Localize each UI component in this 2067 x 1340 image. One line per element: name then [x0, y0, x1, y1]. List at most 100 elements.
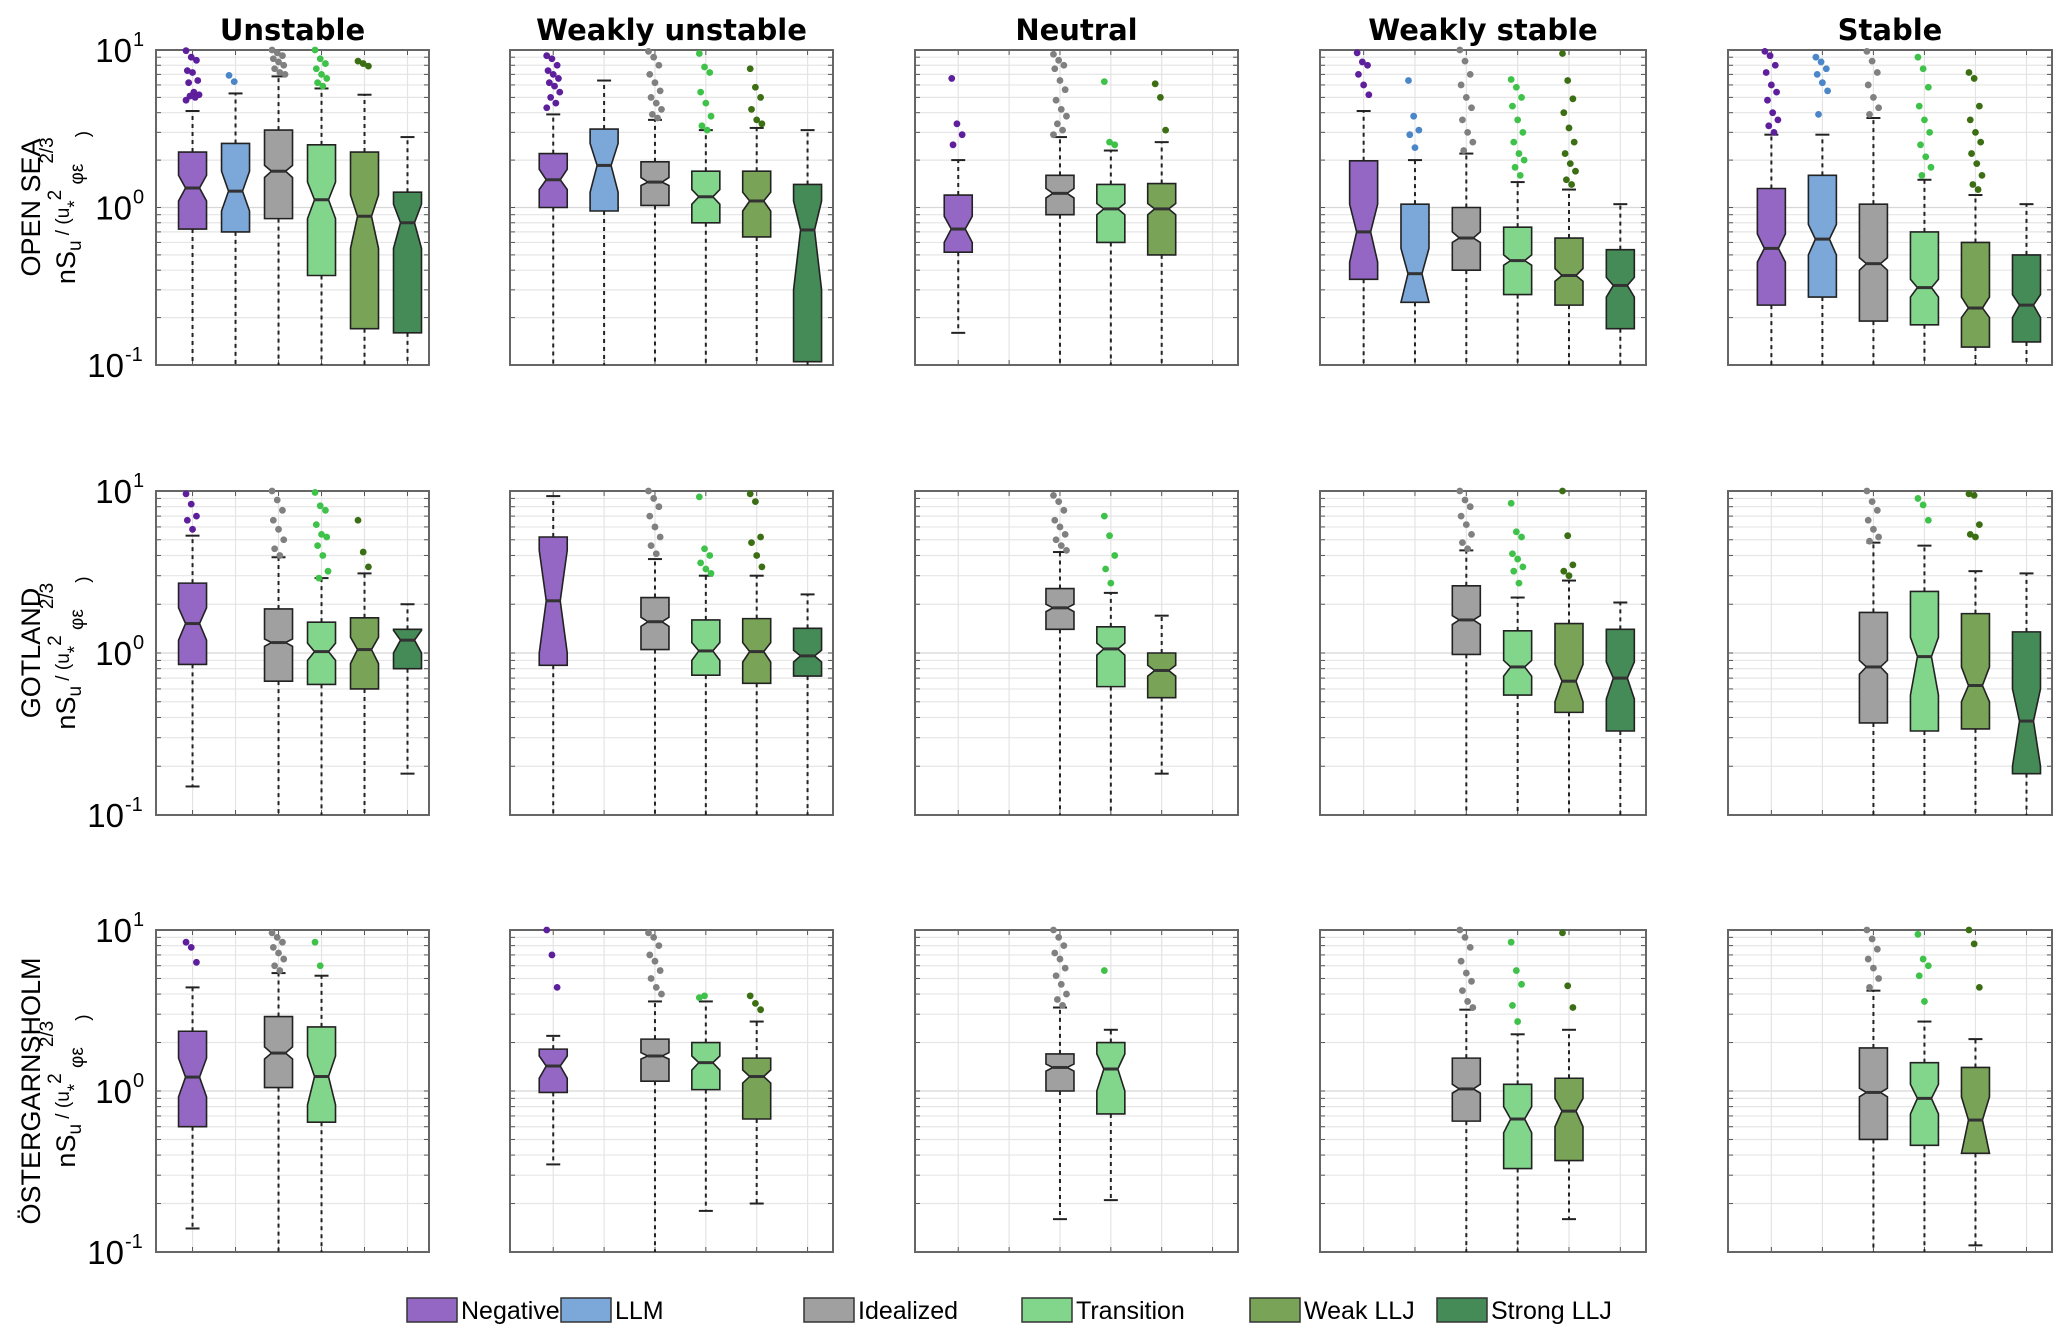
- outlier-point: [1978, 171, 1986, 179]
- box-llm: [1399, 203, 1430, 304]
- outlier-point: [1507, 938, 1515, 946]
- box-negative: [538, 1048, 569, 1094]
- outlier-point: [1415, 126, 1423, 134]
- outlier-point: [656, 967, 664, 974]
- y-axis-label-part: nS: [51, 251, 81, 284]
- outlier-point: [1516, 171, 1524, 179]
- outlier-point: [1515, 150, 1523, 157]
- outlier-point: [656, 87, 664, 95]
- outlier-point: [269, 55, 277, 63]
- box-strong-llj: [2011, 631, 2042, 775]
- outlier-point: [702, 99, 710, 107]
- outlier-point: [1975, 102, 1983, 110]
- outlier-point: [1774, 116, 1782, 124]
- outlier-point: [1970, 491, 1978, 499]
- box-transition: [691, 619, 721, 676]
- box-llm: [220, 142, 251, 233]
- outlier-point: [1512, 967, 1520, 974]
- y-axis-label-part: φ: [67, 172, 88, 190]
- outlier-point: [1518, 533, 1525, 541]
- outlier-point: [1924, 83, 1932, 91]
- panel: [1319, 490, 1647, 816]
- outlier-point: [1515, 579, 1523, 587]
- outlier-point: [1056, 523, 1064, 531]
- outlier-point: [1565, 572, 1573, 580]
- box-negative: [1756, 187, 1787, 306]
- box-weak-llj: [1960, 612, 1991, 730]
- outlier-point: [1564, 532, 1572, 540]
- outlier-point: [273, 49, 281, 57]
- outlier-point: [1564, 77, 1572, 84]
- outlier-point: [1457, 81, 1465, 89]
- y-axis-label-part: 2: [45, 635, 66, 646]
- panel: [1727, 490, 2053, 816]
- outlier-point: [1769, 109, 1777, 117]
- outlier-point: [1921, 998, 1928, 1005]
- outlier-point: [556, 88, 564, 96]
- box-transition: [1909, 231, 1940, 326]
- outlier-point: [1569, 1004, 1577, 1011]
- y-axis-label-part: nS: [51, 697, 81, 730]
- outlier-point: [1512, 528, 1520, 536]
- outlier-point: [648, 111, 656, 118]
- outlier-point: [1507, 76, 1515, 83]
- outlier-point: [1566, 160, 1574, 167]
- outlier-point: [746, 490, 754, 498]
- outlier-point: [1466, 70, 1474, 78]
- outlier-point: [1870, 94, 1877, 101]
- outlier-point: [194, 77, 202, 84]
- outlier-point: [1975, 984, 1983, 991]
- y-tick-exponent: 0: [133, 187, 144, 209]
- legend-label: Transition: [1076, 1297, 1185, 1325]
- column-title: Unstable: [220, 13, 365, 47]
- outlier-point: [1360, 81, 1368, 89]
- outlier-point: [1764, 96, 1771, 104]
- panel-frame: [509, 929, 834, 1253]
- y-axis-label-part: 2: [45, 190, 66, 201]
- outlier-point: [758, 120, 766, 128]
- outlier-point: [543, 104, 551, 112]
- outlier-point: [651, 957, 659, 965]
- outlier-point: [1514, 116, 1522, 124]
- outlier-point: [647, 975, 655, 982]
- y-tick-label: 10: [87, 1234, 124, 1271]
- outlier-point: [1353, 49, 1361, 57]
- outlier-point: [958, 131, 966, 139]
- outlier-point: [1922, 153, 1930, 161]
- outlier-point: [275, 949, 282, 957]
- y-tick-exponent: -1: [125, 794, 143, 816]
- box-transition: [691, 1041, 721, 1091]
- box-strong-llj: [792, 183, 823, 363]
- outlier-point: [1151, 80, 1159, 88]
- outlier-point: [645, 487, 652, 495]
- outlier-point: [318, 70, 325, 78]
- outlier-point: [1358, 58, 1366, 66]
- box-idealized: [640, 596, 670, 651]
- legend-swatch: [560, 1297, 612, 1323]
- outlier-point: [225, 71, 233, 79]
- outlier-point: [650, 53, 658, 61]
- box-transition: [1909, 590, 1940, 732]
- outlier-point: [1866, 537, 1873, 545]
- y-tick-label: 10: [95, 190, 132, 227]
- column-title: Neutral: [1015, 13, 1137, 47]
- outlier-point: [1564, 982, 1572, 990]
- outlier-point: [1461, 933, 1469, 941]
- outlier-point: [547, 94, 555, 101]
- outlier-point: [1973, 160, 1981, 167]
- legend-item: Negative: [406, 1297, 560, 1325]
- outlier-point: [1565, 124, 1573, 132]
- outlier-point: [1464, 128, 1472, 136]
- outlier-point: [1466, 503, 1474, 511]
- outlier-point: [655, 61, 663, 69]
- outlier-point: [1514, 1018, 1522, 1025]
- outlier-point: [193, 512, 200, 520]
- box-weak-llj: [349, 616, 380, 690]
- outlier-point: [752, 83, 759, 91]
- panel-boxes: [1858, 487, 2042, 815]
- outlier-point: [1975, 521, 1983, 529]
- y-axis-label-part: u: [65, 686, 86, 697]
- y-tick-exponent: -1: [125, 344, 143, 366]
- panel-boxes: [1348, 46, 1636, 365]
